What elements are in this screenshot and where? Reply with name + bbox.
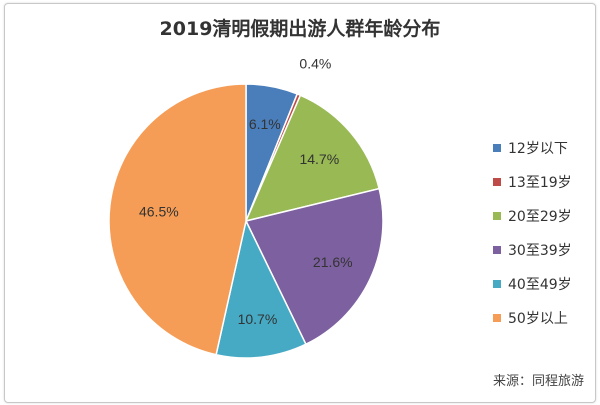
legend-swatch: [493, 246, 501, 254]
legend: 12岁以下 13至19岁 20至29岁 30至39岁 40至49岁 50岁以上: [493, 140, 585, 344]
legend-label: 12岁以下: [508, 141, 568, 157]
legend-item: 12岁以下: [493, 140, 585, 157]
legend-swatch: [493, 144, 501, 152]
legend-item: 30至39岁: [493, 242, 585, 259]
slice-value-label: 6.1%: [249, 116, 281, 132]
legend-item: 13至19岁: [493, 174, 585, 191]
pie-slice: [244, 187, 384, 346]
legend-swatch: [493, 280, 501, 288]
slice-value-label: 46.5%: [139, 203, 179, 219]
legend-label: 13至19岁: [508, 175, 572, 191]
source-note: 来源：同程旅游: [492, 374, 584, 389]
legend-swatch: [493, 314, 501, 322]
slice-value-label: 10.7%: [238, 311, 278, 327]
slice-value-label: 21.6%: [313, 254, 353, 270]
legend-label: 40至49岁: [508, 277, 572, 293]
chart-title: 2019清明假期出游人群年龄分布: [159, 18, 441, 40]
legend-swatch: [493, 212, 501, 220]
pie-slice: [108, 83, 247, 356]
legend-item: 40至49岁: [493, 276, 585, 293]
legend-item: 50岁以上: [493, 310, 585, 327]
legend-label: 20至29岁: [508, 209, 572, 225]
legend-item: 20至29岁: [493, 208, 585, 225]
pie-slice: [244, 94, 381, 223]
legend-label: 50岁以上: [508, 311, 568, 327]
slice-value-label: 14.7%: [299, 151, 339, 167]
legend-swatch: [493, 178, 501, 186]
slice-value-label: 0.4%: [299, 55, 331, 71]
legend-label: 30至39岁: [508, 243, 572, 259]
